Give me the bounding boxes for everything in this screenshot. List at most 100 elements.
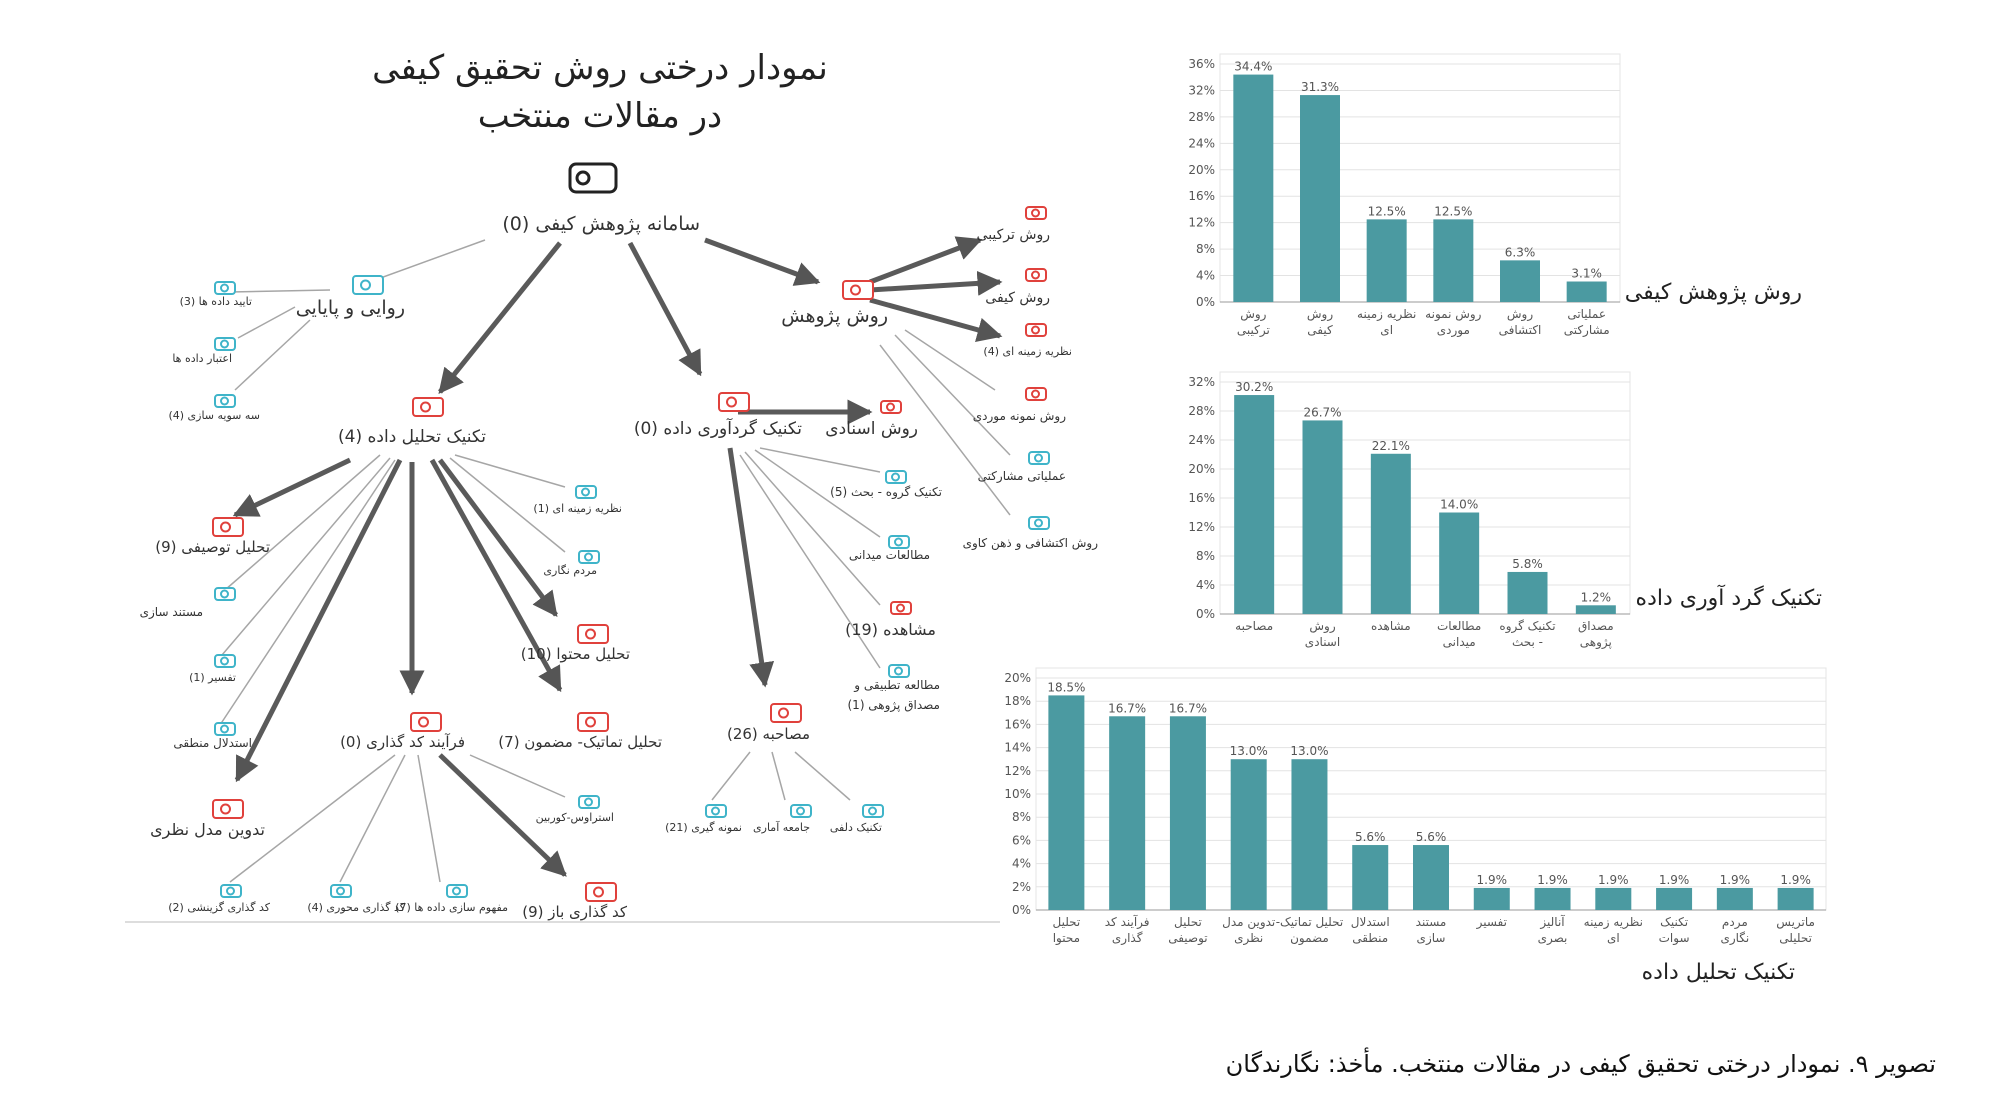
side-label-chart1: روش پژوهش کیفی — [1624, 280, 1802, 305]
tree-node-label-a-desc: تحلیل توصیفی (9) — [155, 538, 270, 556]
tree-node-icon-method — [842, 280, 874, 300]
y-tick-label: 10% — [1004, 787, 1031, 801]
tree-node-icon-a-doc — [214, 587, 236, 601]
bar — [1233, 74, 1274, 302]
y-tick-label: 32% — [1188, 375, 1215, 389]
x-tick-label: مطالعات میدانی — [1437, 619, 1481, 649]
chart-research-method: 0% 4% 8% 12% 16% 20% 24% 28% 32% 36% 34.4% روش ترکیب… — [1188, 53, 1621, 338]
bar-value-label: 1.9% — [1477, 873, 1508, 887]
figure-caption: تصویر ۹. نمودار درختی تحقیق کیفی در مقال… — [1225, 1050, 1936, 1078]
chart-data-analysis: 0% 2% 4% 6% 8% 10% 12% 14% 16% 18% 20% 18.5% تحلیل مح… — [1004, 667, 1827, 946]
bar — [1366, 219, 1407, 302]
bar-value-label: 13.0% — [1290, 744, 1328, 758]
y-tick-label: 6% — [1012, 833, 1031, 847]
bar-value-label: 1.9% — [1720, 873, 1751, 887]
tree-main-edges — [232, 236, 1003, 877]
bar-value-label: 22.1% — [1372, 439, 1410, 453]
bar-value-label: 1.9% — [1598, 873, 1629, 887]
y-tick-label: 12% — [1004, 764, 1031, 778]
tree-node-icon-interview — [770, 703, 802, 723]
bar — [1302, 420, 1343, 614]
tree-node-label-a-logic: استدلال منطقی — [173, 736, 252, 750]
y-tick-label: 4% — [1012, 857, 1031, 871]
tree-node-label-m1: روش ترکیبی — [976, 227, 1050, 243]
x-tick-label: روش اسنادی — [1305, 619, 1340, 649]
tree-node-label-d-applied2: مصداق پژوهی (1) — [847, 698, 940, 712]
x-tick-label: مصداق پژوهی — [1578, 619, 1614, 650]
tree-node-icon-m1 — [1025, 206, 1047, 220]
x-tick-label: تحلیل تماتیک-مضمون — [1276, 915, 1344, 946]
tree-node-label-d-focus: تکنیک گروه - بحث (5) — [830, 485, 942, 499]
tree-node-icon-c-concept — [446, 884, 468, 898]
tree-node-icon-i-delphi — [862, 804, 884, 818]
bar — [1439, 512, 1480, 614]
tree-node-label-method: روش پژوهش — [781, 305, 888, 327]
bar-value-label: 26.7% — [1303, 405, 1341, 419]
bar-value-label: 14.0% — [1440, 498, 1478, 512]
bar-value-label: 1.9% — [1537, 873, 1568, 887]
y-tick-label: 4% — [1196, 578, 1215, 592]
tree-node-label-c-concept: مفهوم سازی داده ها (7) — [395, 901, 508, 914]
chart-frame — [1219, 371, 1631, 615]
bar-value-label: 5.8% — [1512, 557, 1543, 571]
y-tick-label: 8% — [1196, 549, 1215, 563]
tree-node-label-root: سامانه پژوهش کیفی (0) — [502, 213, 700, 235]
bar-value-label: 13.0% — [1230, 744, 1268, 758]
bar-value-label: 1.9% — [1659, 873, 1690, 887]
tree-node-label-interview: مصاحبه (26) — [726, 725, 810, 743]
tree-node-icon-m4 — [1025, 387, 1047, 401]
tree-node-icon-a-thematic — [577, 712, 609, 732]
bar-value-label: 34.4% — [1234, 60, 1272, 74]
tree-node-icon-d-focus — [885, 470, 907, 484]
x-tick-label: مردم نگاری — [1720, 915, 1749, 946]
y-tick-label: 12% — [1188, 520, 1215, 534]
x-tick-label: تحلیل محتوا — [1052, 915, 1080, 946]
tree-node-label-m4: روش نمونه موردی — [972, 409, 1066, 423]
tree-node-label-d-field: مطالعات میدانی — [848, 548, 930, 562]
y-tick-label: 4% — [1196, 269, 1215, 283]
y-tick-label: 16% — [1188, 189, 1215, 203]
x-tick-label: مستند سازی — [1416, 915, 1447, 946]
bar-value-label: 16.7% — [1108, 701, 1146, 715]
tree-node-label-c-select: کد گذاری گزینشی (2) — [168, 901, 270, 914]
side-label-chart3: تکنیک تحلیل داده — [1641, 960, 1795, 985]
bar-value-label: 5.6% — [1355, 830, 1386, 844]
tree-node-label-d-obs: مشاهده (19) — [845, 620, 936, 639]
x-tick-label: فرآیند کد گذاری — [1105, 914, 1150, 946]
bar — [1234, 395, 1275, 614]
chart-frame — [1219, 53, 1621, 303]
x-tick-label: تفسیر — [1476, 915, 1507, 930]
bar-value-label: 12.5% — [1434, 204, 1472, 218]
tree-node-label-d-applied: مطالعه تطبیقی و — [854, 678, 940, 692]
root-icon — [568, 162, 618, 194]
y-tick-label: 16% — [1188, 491, 1215, 505]
tree-node-label-m6: روش اکتشافی و ذهن کاوی — [962, 536, 1098, 550]
bar — [1413, 845, 1449, 910]
tree-node-label-v1: تایید داده ها (3) — [179, 295, 252, 308]
x-tick-label: ماتریس تحلیلی — [1776, 915, 1815, 945]
tree-node-icon-coding — [410, 712, 442, 732]
x-tick-label: روش کیفی — [1307, 307, 1333, 337]
tree-thin-edges — [219, 239, 1011, 883]
y-tick-label: 8% — [1196, 242, 1215, 256]
y-tick-label: 28% — [1188, 110, 1215, 124]
y-tick-label: 28% — [1188, 404, 1215, 418]
bar — [1507, 571, 1548, 614]
bar-value-label: 12.5% — [1368, 204, 1406, 218]
tree-node-icon-d-applied — [888, 664, 910, 678]
x-tick-label: تدوین مدل نظری — [1222, 915, 1275, 946]
tree-node-label-d-doc: روش اسنادی — [825, 419, 918, 439]
tree-node-label-v3: سه سویه سازی (4) — [168, 409, 260, 422]
tree-node-icon-analysis — [412, 397, 444, 417]
bar-value-label: 1.2% — [1581, 590, 1612, 604]
bar — [1370, 453, 1411, 614]
tree-node-icon-i-pop — [790, 804, 812, 818]
bar — [1433, 219, 1474, 302]
tree-node-icon-a-model — [212, 799, 244, 819]
y-tick-label: 20% — [1004, 671, 1031, 685]
tree-node-label-a-interp: تفسیر (1) — [189, 671, 236, 684]
x-tick-label: روش ترکیبی — [1237, 307, 1270, 338]
tree-node-label-collection: تکنیک گردآوری داده (0) — [633, 419, 802, 439]
tree-node-label-a-content: تحلیل محتوا (10) — [520, 645, 630, 663]
tree-node-label-m5: عملیاتی مشارکتی — [977, 469, 1066, 483]
